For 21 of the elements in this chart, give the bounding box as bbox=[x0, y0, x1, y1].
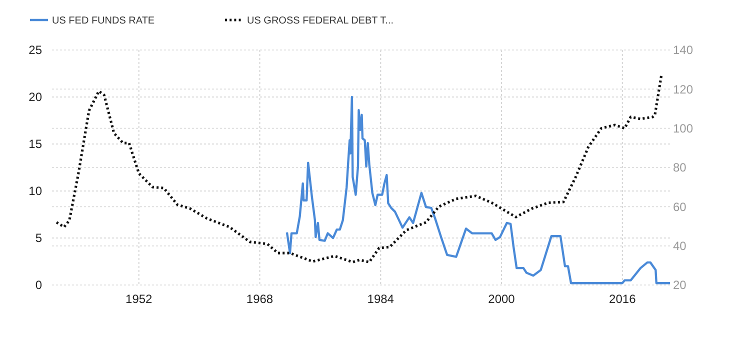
y-tick-label: 20 bbox=[28, 90, 42, 104]
y-tick-label: 15 bbox=[28, 137, 42, 152]
y2-tick-label: 20 bbox=[673, 278, 687, 292]
y-tick-label: 10 bbox=[28, 184, 42, 198]
y-tick-label: 5 bbox=[35, 231, 42, 246]
y2-tick-label: 100 bbox=[673, 122, 694, 136]
legend-label: US GROSS FEDERAL DEBT T... bbox=[247, 16, 394, 26]
y2-tick-label: 40 bbox=[673, 239, 687, 254]
x-tick-label: 2000 bbox=[488, 292, 516, 306]
y2-tick-label: 60 bbox=[673, 200, 687, 214]
x-tick-label: 1984 bbox=[367, 292, 394, 306]
x-tick-label: 1968 bbox=[246, 292, 274, 306]
line-series bbox=[286, 96, 672, 284]
x-tick-label: 1952 bbox=[126, 292, 153, 306]
y2-tick-label: 80 bbox=[673, 160, 687, 175]
y2-tick-label: 140 bbox=[673, 43, 694, 58]
y-tick-label: 0 bbox=[35, 278, 42, 292]
x-tick-label: 2016 bbox=[609, 292, 636, 306]
y-tick-label: 25 bbox=[28, 43, 42, 58]
legend-label: US FED FUNDS RATE bbox=[52, 16, 155, 26]
y2-tick-label: 120 bbox=[673, 82, 694, 96]
